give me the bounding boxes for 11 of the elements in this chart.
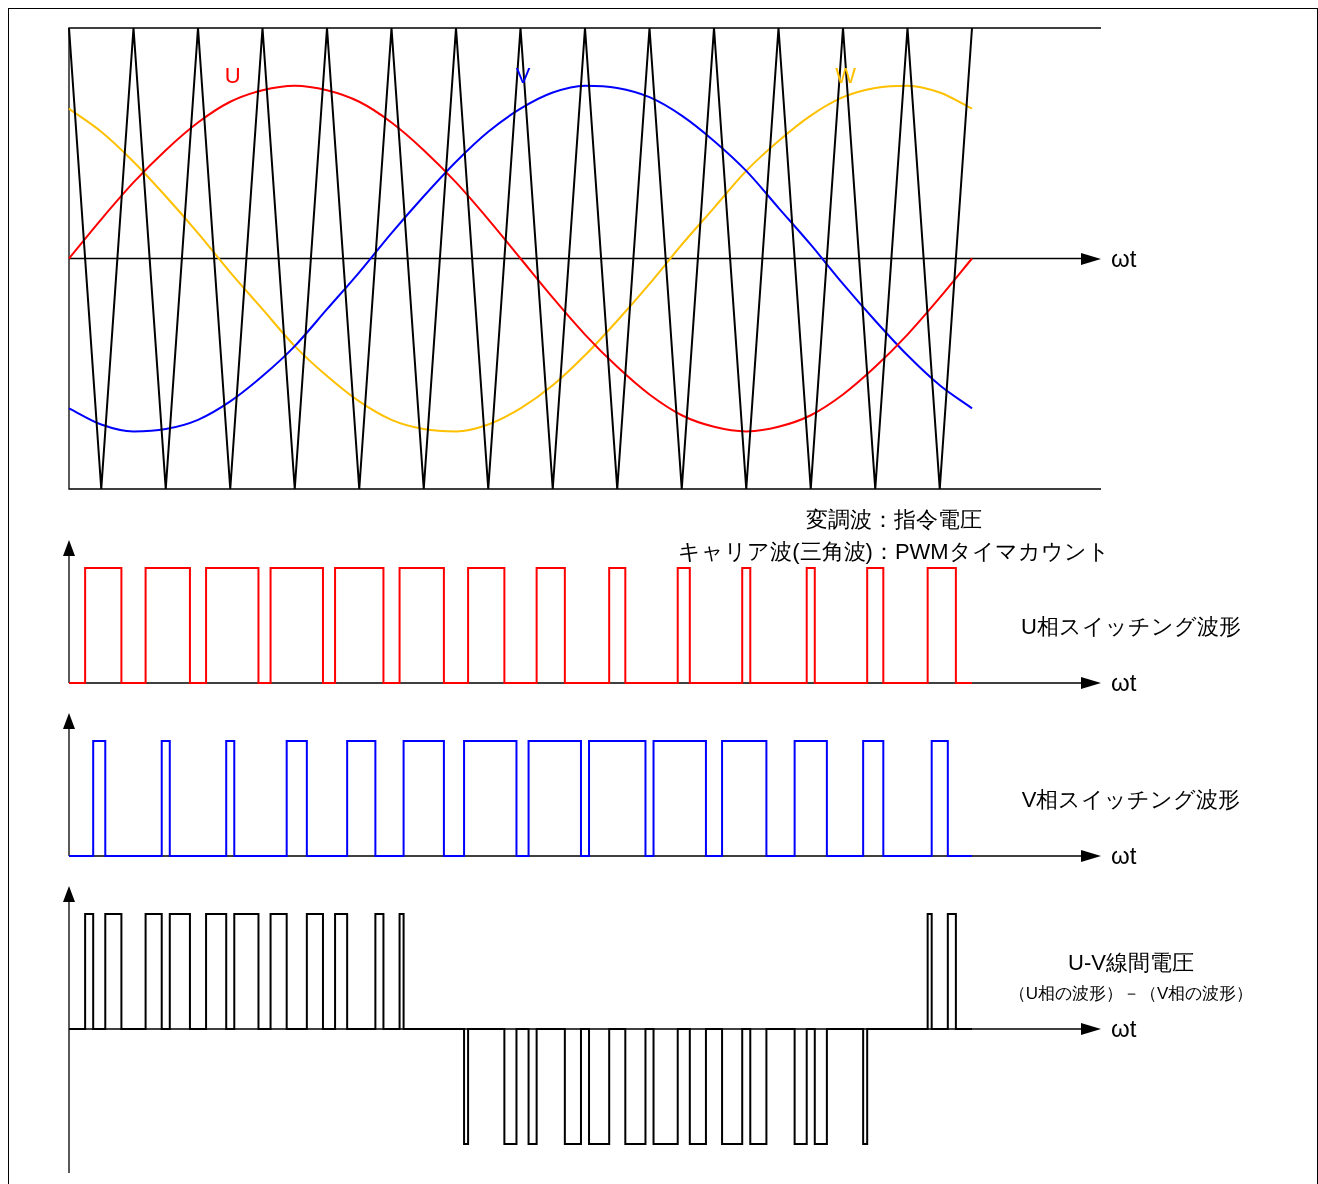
x-axis-title: ωt: [1111, 1014, 1137, 1044]
text: キャリア波(三角波)：PWMタイマカウント: [677, 538, 1111, 566]
x-axis-title: ωt: [1111, 243, 1137, 274]
text: U相スイッチング波形: [1021, 614, 1241, 640]
text: （U相の波形）－（V相の波形）: [1007, 983, 1255, 1005]
x-axis-title: ωt: [1111, 668, 1137, 698]
series-label: U: [224, 62, 241, 88]
text: 変調波：指令電圧: [805, 506, 983, 534]
text: V相スイッチング波形: [1021, 787, 1241, 813]
x-axis-title: ωt: [1111, 841, 1137, 871]
text: U-V線間電圧: [1068, 950, 1194, 976]
